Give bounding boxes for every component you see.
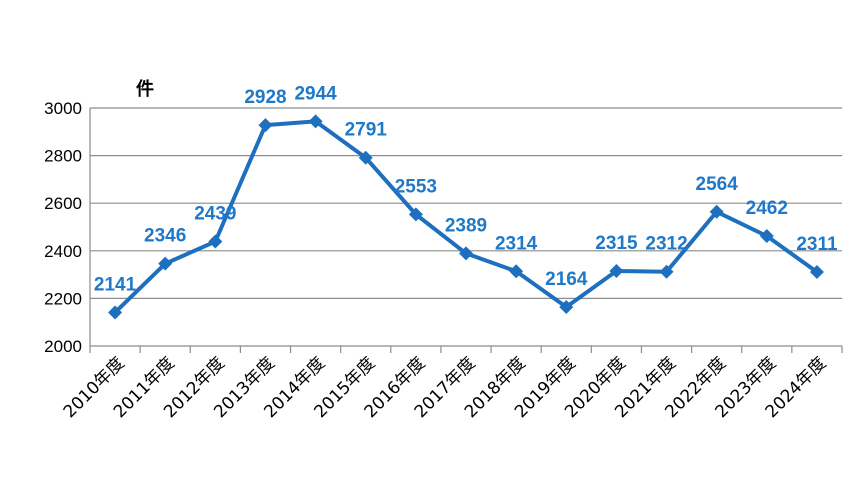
x-tick-labels: 2010年度2011年度2012年度2013年度2014年度2015年度2016… [60,353,831,422]
series-markers [108,114,824,320]
gridlines [90,107,842,299]
data-point-marker [709,204,724,219]
data-label: 2564 [696,174,739,195]
data-point-marker [509,264,524,279]
axes [89,108,843,353]
data-label: 2462 [746,198,788,219]
data-point-marker [258,118,273,133]
data-point-marker [408,207,423,222]
data-label: 2389 [445,215,487,236]
data-label: 2791 [345,120,388,141]
data-point-marker [809,264,824,279]
data-label: 2311 [796,234,838,255]
data-point-marker [459,246,473,261]
data-label: 2928 [244,87,286,108]
data-label: 2553 [395,176,437,197]
data-label: 2944 [294,83,337,104]
y-tick-label: 2800 [44,147,82,166]
data-point-marker [659,264,674,279]
data-label: 2312 [645,234,687,255]
data-label: 2314 [495,233,538,254]
data-point-marker [158,256,173,271]
y-tick-label: 2600 [44,194,82,213]
y-tick-label: 2200 [44,289,82,308]
data-point-marker [358,150,373,165]
data-label: 2439 [194,204,236,225]
data-label: 2141 [94,274,137,295]
data-point-marker [609,264,624,279]
data-label: 2346 [144,226,186,247]
data-point-marker [208,234,223,249]
data-label: 2315 [595,233,638,254]
data-point-marker [759,229,774,244]
data-point-marker [308,114,323,129]
data-labels: 2141 2346 2439 2928 2944 2791 2553 2389 2314 2164… [94,83,838,295]
y-axis-unit-label: 件 [136,78,154,100]
data-point-marker [559,299,574,314]
y-tick-label: 2400 [44,242,82,261]
y-tick-labels: 2000 2200 2400 2600 2800 3000 [44,99,82,356]
y-tick-label: 2000 [44,337,82,356]
y-tick-label: 3000 [44,99,82,118]
data-label: 2164 [545,269,588,290]
data-point-marker [108,305,123,320]
